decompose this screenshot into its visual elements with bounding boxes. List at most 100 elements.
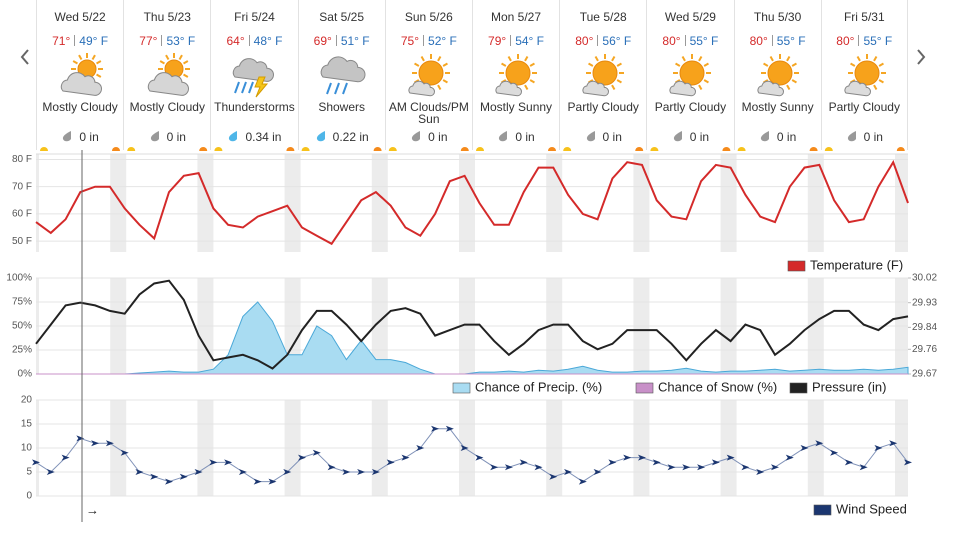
drop-icon	[150, 131, 159, 142]
precip-amount: 0 in	[689, 130, 710, 144]
y-tick-label: 75%	[12, 297, 32, 308]
sun-marker	[737, 147, 746, 151]
drop	[316, 131, 325, 142]
y-tick-label: 5	[26, 467, 32, 478]
wind-marker	[874, 445, 883, 451]
drop	[229, 131, 238, 142]
sun-ray	[769, 56, 774, 62]
wind-marker	[224, 459, 233, 466]
y-tick-label: 25%	[12, 345, 32, 356]
drop-icon	[63, 131, 72, 142]
wind-marker	[549, 473, 558, 480]
precip-amount: 0 in	[166, 130, 186, 144]
cloud	[148, 72, 190, 96]
sun-ray	[856, 56, 861, 62]
wind-marker	[61, 454, 70, 461]
sun-marker	[388, 147, 397, 151]
cloud	[669, 80, 697, 97]
sun-marker	[635, 147, 644, 151]
sun-ray	[703, 79, 710, 84]
sun-ray	[96, 60, 102, 65]
drop-icon	[229, 131, 238, 142]
drop-icon	[499, 131, 508, 142]
wind-marker	[46, 469, 55, 475]
sun-ray	[524, 56, 529, 62]
legend-swatch	[452, 382, 471, 394]
y-tick-label: 70 F	[12, 181, 32, 192]
high-temp: 80°	[749, 34, 768, 48]
area	[36, 301, 909, 375]
sun-ray	[178, 54, 184, 60]
precip-amount: 0 in	[79, 130, 99, 144]
drop	[847, 131, 856, 142]
y-tick-label: 10	[21, 443, 33, 454]
day-column: Sun 5/26 75° 52° F AM Clouds/PM Sun 0 in	[384, 0, 472, 150]
weather-icon	[320, 56, 365, 95]
separator	[684, 35, 686, 46]
sun-ray	[762, 62, 768, 67]
high-temp: 69°	[313, 34, 332, 48]
day-column: Fri 5/31 80° 55° F Partly Cloudy 0 in	[820, 0, 908, 150]
cloud	[60, 72, 102, 96]
day-label: Thu 5/23	[143, 10, 191, 24]
separator	[248, 35, 250, 46]
day-column: Sat 5/25 69° 51° F Showers 0.22 in	[297, 0, 385, 150]
night-band	[633, 154, 650, 252]
wind-marker	[726, 454, 735, 461]
weather-icon	[408, 54, 450, 97]
temperatures: 69° 51° F	[299, 34, 385, 48]
sun-ray	[849, 62, 856, 67]
wind-marker	[268, 478, 277, 485]
drop-icon	[760, 131, 769, 142]
rain	[333, 82, 340, 95]
wind-marker	[844, 459, 853, 466]
precip-amount: 0 in	[602, 130, 622, 144]
wind-marker	[815, 440, 824, 447]
lightning	[254, 76, 269, 98]
precip-amount: 0 in	[776, 130, 797, 144]
wind-marker	[150, 473, 159, 480]
separator	[858, 35, 860, 46]
sun	[418, 60, 444, 86]
low-temp: 53° F	[166, 34, 196, 48]
high-temp: 75°	[400, 34, 420, 48]
day-column: Thu 5/23 77° 53° F Mostly Cloudy 0 in	[123, 0, 210, 150]
separator	[335, 35, 337, 46]
condition: Partly Cloudy	[567, 100, 639, 114]
sun-marker	[460, 147, 469, 151]
drop	[63, 131, 72, 142]
precip-row: 0 in	[647, 130, 733, 144]
legend-label: Chance of Precip. (%)	[475, 379, 602, 394]
low-temp: 56° F	[602, 34, 632, 48]
prev-arrow[interactable]	[20, 49, 29, 65]
day-column: Wed 5/22 71° 49° F Mostly Cloudy 0 in	[36, 0, 123, 150]
sun-ray	[436, 56, 442, 62]
wind-marker	[135, 469, 144, 475]
sun-ray	[785, 84, 790, 90]
sun-ray	[785, 56, 790, 62]
sun-ray	[675, 62, 681, 67]
day-label: Sat 5/25	[319, 10, 364, 24]
sun-ray	[524, 84, 529, 90]
y-tick-label: 15	[21, 419, 33, 430]
wind-marker	[682, 464, 691, 471]
drop-icon	[316, 131, 325, 142]
day-label: Tue 5/28	[579, 10, 627, 24]
sun-marker	[301, 147, 310, 151]
sun-marker	[112, 147, 120, 151]
wind-marker	[667, 464, 676, 471]
rain	[341, 82, 348, 95]
rain	[241, 81, 248, 94]
sun-marker	[563, 147, 572, 151]
y2-tick-label: 29.76	[912, 344, 937, 355]
forecast-header: Wed 5/22 71° 49° F Mostly Cloudy 0 in Thu 5/2…	[36, 0, 908, 150]
temperatures: 71° 49° F	[37, 34, 123, 48]
drop-icon	[847, 131, 856, 142]
precip-amount: 0 in	[515, 130, 535, 144]
precip-row: 0 in	[822, 130, 907, 144]
sun-ray	[611, 84, 616, 90]
wind-marker	[120, 449, 129, 456]
night-band	[110, 154, 127, 252]
sun-marker	[650, 147, 659, 151]
next-arrow[interactable]	[917, 49, 926, 65]
